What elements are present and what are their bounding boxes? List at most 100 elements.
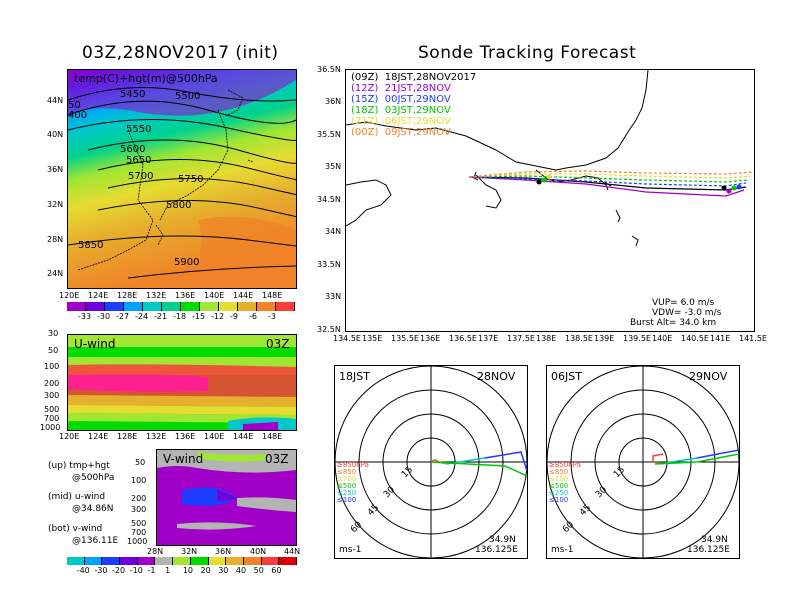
colorbar-swatch [137, 557, 156, 565]
colorbar-swatch [238, 302, 257, 311]
ring-label: 60 [349, 520, 364, 535]
lon-tick: 137E [478, 334, 499, 343]
lon-tick: 135E [362, 334, 383, 343]
lon-tick: 120E [59, 432, 80, 441]
colorbar-label: -33 [78, 312, 92, 321]
temp-colorbar [67, 302, 295, 311]
contour-label: 400 [68, 110, 87, 121]
colorbar-swatch [67, 302, 86, 311]
hodo-time: 06JST [551, 370, 582, 383]
colorbar-swatch [219, 302, 238, 311]
colorbar-label: -9 [230, 312, 238, 321]
contour-label: 5450 [120, 89, 145, 100]
colorbar-label: -12 [211, 312, 225, 321]
hodo-date: 28NOV [477, 370, 516, 383]
hodo-date: 29NOV [689, 370, 728, 383]
right-title: Sonde Tracking Forecast [418, 43, 637, 63]
lat-tick: 32.5N [317, 325, 341, 334]
lat-tick: 34N [325, 227, 342, 236]
lon-tick: 139.5E [623, 334, 651, 343]
contour-label: 5750 [178, 174, 203, 185]
lon-tick: 136.5E [449, 334, 477, 343]
lon-tick: 140E [204, 432, 225, 441]
lon-tick: 139E [594, 334, 615, 343]
contour-label: 50 [68, 100, 81, 111]
colorbar-label: 10 [182, 566, 194, 575]
hodograph-left-svg: 18JST 28NOV ms-1 34.9N 136.125E 15 30 45… [335, 366, 527, 558]
colorbar-label: -10 [129, 566, 143, 575]
track-legend-entry: (09Z) 18JST,28NOV2017 [351, 72, 477, 83]
pressure-tick: 100 [44, 362, 60, 371]
v-wind-label: V-wind [163, 452, 203, 466]
pressure-tick: 100 [131, 476, 147, 485]
colorbar-swatch [181, 302, 200, 311]
pressure-tick: 700 [131, 528, 147, 537]
hodo-lat: 34.9N [701, 535, 728, 545]
lat-tick: 24N [47, 269, 64, 278]
colorbar-swatch [143, 302, 162, 311]
pressure-tick: 300 [131, 505, 147, 514]
colorbar-label: -6 [249, 312, 257, 321]
track-legend-entry: (12Z) 21JST,28NOV [351, 83, 451, 94]
ring-label: 30 [382, 485, 397, 500]
left-title: 03Z,28NOV2017 (init) [82, 43, 279, 63]
lon-tick: 141.5E [739, 334, 767, 343]
lon-tick: 124E [88, 291, 109, 300]
lon-tick: 144E [233, 291, 254, 300]
level-label: ≤500 [337, 482, 356, 490]
pressure-tick: 500 [131, 519, 147, 528]
colorbar-label: 1 [165, 566, 171, 575]
temp-height-map-svg: 5450 5500 50 400 5550 5600 5650 5700 575… [68, 70, 296, 288]
vup-label: VUP= 6.0 m/s [652, 298, 715, 308]
lon-tick: 137.5E [507, 334, 535, 343]
lat-tick: 36.5N [317, 65, 341, 74]
colorbar-swatch [84, 557, 103, 565]
note-bot-line1: (bot) v-wind [48, 524, 103, 534]
hodo-lon: 136.125E [687, 545, 730, 555]
colorbar-label: -24 [135, 312, 149, 321]
lon-tick: 144E [233, 432, 254, 441]
colorbar-label: -40 [76, 566, 90, 575]
colorbar-label: -3 [268, 312, 276, 321]
lat-tick: 32N [47, 200, 64, 209]
track-legend-entry: (21Z) 06JST,29NOV [351, 116, 451, 127]
lat-tick: 36N [215, 547, 232, 556]
contour-label: 5500 [175, 91, 200, 102]
hodograph-right: 06JST 29NOV ms-1 34.9N 136.125E 15 30 45… [546, 365, 740, 559]
lat-tick: 34.5N [317, 195, 341, 204]
colorbar-swatch [276, 302, 295, 311]
ring-label: 60 [561, 520, 576, 535]
hodo-lon: 136.125E [475, 545, 518, 555]
note-mid-line2: @34.86N [72, 504, 114, 514]
colorbar-label: 60 [271, 566, 282, 575]
track-map [345, 69, 755, 332]
track-map-svg [346, 70, 754, 247]
lat-tick: 36N [47, 165, 64, 174]
colorbar-swatch [226, 557, 244, 565]
map-field-label: temp(C)+hgt(m)@500hPa [74, 72, 218, 85]
level-label: ≤250 [337, 489, 356, 497]
pressure-tick: 1000 [40, 423, 61, 432]
pressure-tick: 30 [48, 329, 59, 338]
colorbar-swatch [257, 302, 276, 311]
burst-alt-label: Burst Alt= 34.0 km [630, 318, 717, 328]
lat-tick: 33N [325, 292, 342, 301]
lon-tick: 140.5E [681, 334, 709, 343]
lat-tick: 36N [325, 97, 342, 106]
lat-tick: 28N [147, 547, 164, 556]
contour-label: 5600 [120, 144, 145, 155]
colorbar-label: 30 [218, 566, 229, 575]
track-legend-entry: (18Z) 03JST,29NOV [351, 105, 451, 116]
lon-tick: 134.5E [333, 334, 361, 343]
hodo-unit: ms-1 [551, 545, 573, 555]
colorbar-swatch [200, 302, 219, 311]
u-wind-panel: U-wind 03Z [67, 334, 297, 431]
track-lon-ticks: 134.5E 135E 135.5E 136E 136.5E 137E 137.5E 138E… [333, 334, 767, 344]
temp-height-map: 5450 5500 50 400 5550 5600 5650 5700 575… [67, 69, 297, 289]
pressure-tick: 300 [44, 391, 60, 400]
lon-tick: 138.5E [565, 334, 593, 343]
wind-colorbar-labels: -40 -30 -20 -10 -1 1 10 20 30 40 50 60 [67, 566, 307, 576]
lat-tick: 44N [47, 96, 64, 105]
colorbar-swatch [67, 557, 85, 565]
colorbar-swatch [190, 557, 209, 565]
